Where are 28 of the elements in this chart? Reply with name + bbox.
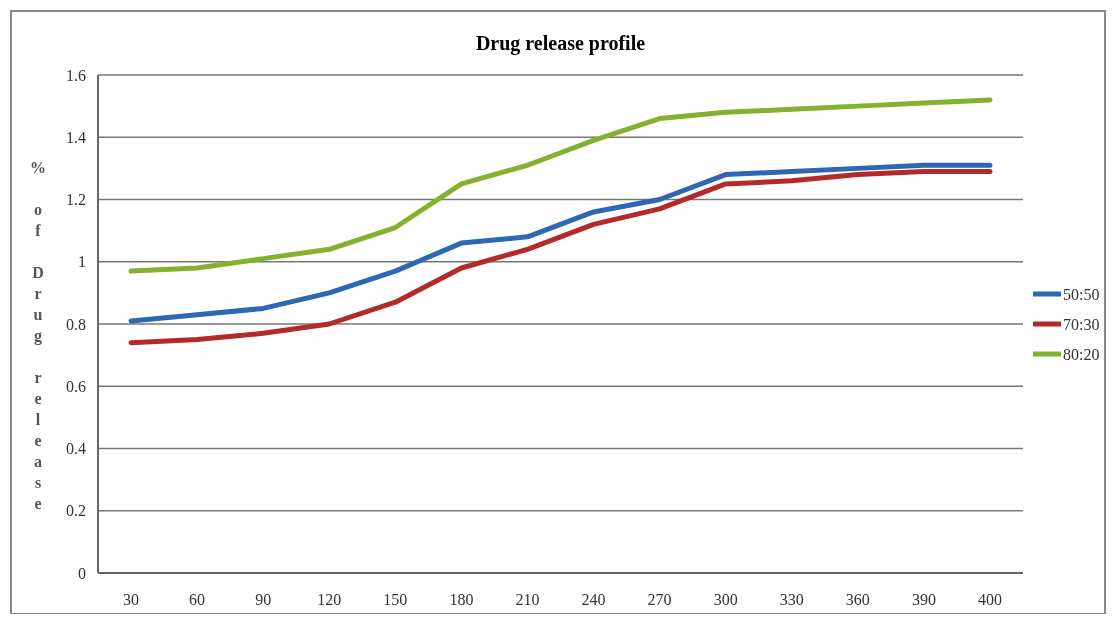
x-tick-label: 270: [647, 591, 672, 608]
y-tick-label: 1.6: [66, 66, 86, 84]
text: % of Drug release: [30, 159, 46, 512]
y-tick-label: 1.2: [66, 191, 86, 209]
y-tick-label: 0.8: [66, 315, 86, 333]
y-tick-label: 0: [78, 564, 86, 582]
legend-label: 70:30: [1063, 315, 1100, 333]
legend-label: 50:50: [1063, 285, 1100, 303]
x-tick-label: 390: [911, 591, 936, 608]
x-tick-label: 60: [189, 591, 206, 608]
x-tick-label: 330: [779, 591, 804, 608]
x-tick-label: 150: [383, 591, 408, 608]
x-tick-label: 210: [515, 591, 540, 608]
x-tick-label: 180: [449, 591, 474, 608]
x-tick-label: 90: [255, 591, 272, 608]
y-tick-label: 0.4: [66, 440, 86, 458]
x-tick-label: 360: [845, 591, 870, 608]
chart-title: Drug release profile: [475, 32, 646, 55]
x-tick-label: 120: [317, 591, 342, 608]
x-tick-label: 30: [123, 591, 140, 608]
x-tick-label: 300: [713, 591, 738, 608]
x-tick-label: 400: [977, 591, 1002, 608]
y-tick-label: 1.4: [66, 128, 86, 146]
y-tick-label: 1: [78, 253, 86, 271]
x-tick-label: 240: [581, 591, 606, 608]
y-tick-label: 0.2: [66, 502, 86, 520]
y-tick-label: 0.6: [66, 377, 86, 395]
legend-label: 80:20: [1063, 345, 1100, 363]
